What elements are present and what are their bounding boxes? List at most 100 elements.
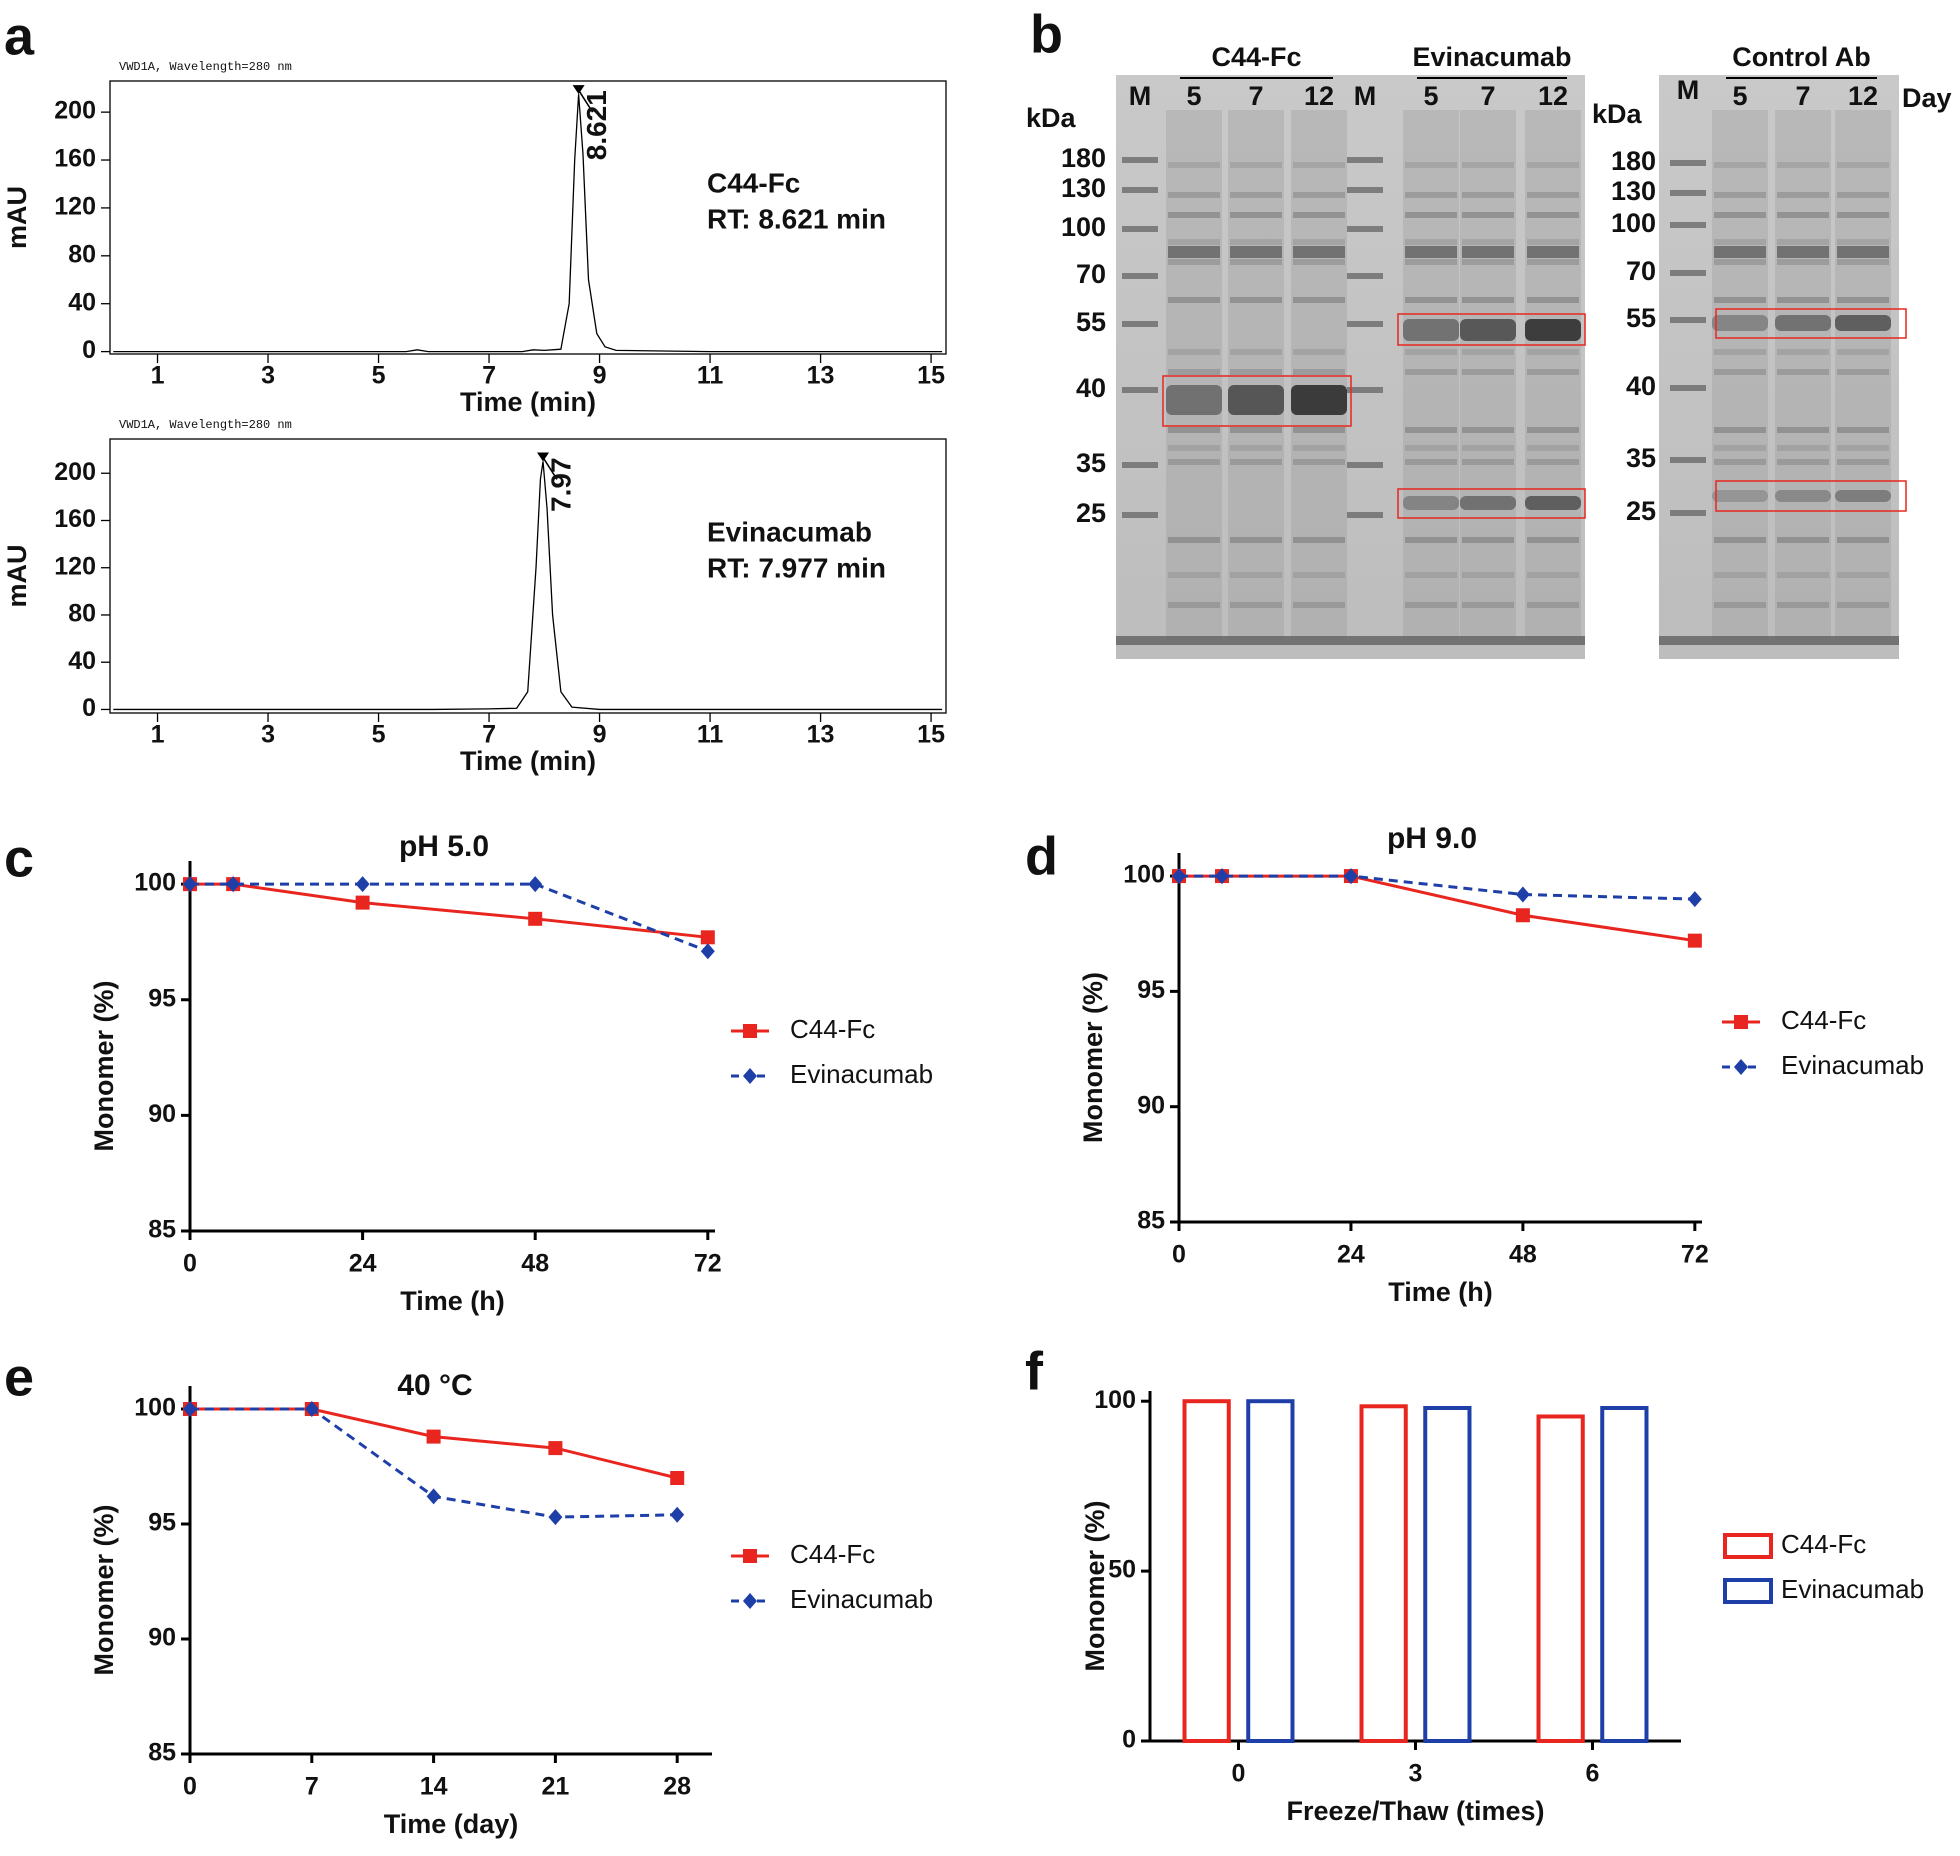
annotation: Evinacumab (707, 516, 872, 547)
marker-band (1347, 462, 1383, 468)
marker-band (1347, 157, 1383, 163)
lane-band (1462, 572, 1514, 578)
y-axis-label: Monomer (%) (89, 1505, 119, 1676)
panel-label: d (1025, 826, 1058, 886)
marker-size: 130 (1611, 176, 1656, 206)
lane-band (1714, 369, 1766, 375)
legend-label: C44-Fc (1781, 1005, 1866, 1035)
lane-band (1527, 537, 1579, 543)
data-line (113, 461, 943, 711)
y-tick-label: 85 (148, 1739, 176, 1767)
marker-band (1122, 273, 1158, 279)
lane-band (1230, 572, 1282, 578)
lane-smear (1291, 110, 1347, 640)
panel-label: a (4, 6, 35, 66)
lane-band (1837, 537, 1889, 543)
lane-band (1405, 297, 1457, 303)
lane-band (1777, 259, 1829, 265)
x-tick-label: 7 (305, 1773, 319, 1801)
lane-band (1230, 192, 1282, 198)
marker-band (1670, 457, 1706, 463)
lane-band (1777, 537, 1829, 543)
peak-marker (572, 85, 585, 95)
marker (1214, 868, 1229, 885)
y-tick-label: 95 (148, 1509, 176, 1537)
lane-band (1230, 602, 1282, 608)
x-tick-label: 13 (807, 721, 835, 749)
lane-band (1527, 192, 1579, 198)
y-tick-label: 40 (68, 647, 96, 675)
x-tick-label: 7 (482, 362, 496, 390)
lane-band (1462, 369, 1514, 375)
lane-band (1714, 427, 1766, 433)
lane-band (1837, 369, 1889, 375)
marker-size: 35 (1076, 448, 1106, 478)
marker (183, 1401, 197, 1417)
lane-band (1405, 369, 1457, 375)
marker-band (1670, 385, 1706, 391)
strong-band (1228, 385, 1284, 415)
lane-smear (1228, 110, 1284, 640)
lane-band (1230, 349, 1282, 355)
lane-band (1230, 427, 1282, 433)
lane-band (1714, 537, 1766, 543)
legend-label: C44-Fc (1781, 1529, 1866, 1559)
y-tick-label: 90 (148, 1624, 176, 1652)
lane-band (1837, 427, 1889, 433)
marker-band (1670, 270, 1706, 276)
lane-band (1230, 445, 1282, 451)
lane-label: 5 (1732, 81, 1747, 111)
marker-size: 180 (1611, 146, 1656, 176)
lane-smear (1525, 110, 1581, 640)
marker (548, 1441, 563, 1456)
chart-title: pH 5.0 (399, 830, 489, 863)
legend-marker (1734, 1015, 1748, 1029)
x-tick-label: 72 (1681, 1241, 1709, 1269)
lane-band (1230, 537, 1282, 543)
marker (426, 1488, 441, 1505)
lane-band (1837, 162, 1889, 168)
marker-size: 40 (1626, 371, 1656, 401)
lane-band (1293, 459, 1345, 465)
lane-band (1293, 297, 1345, 303)
strong-band (1403, 319, 1459, 341)
x-tick-label: 13 (807, 362, 835, 390)
x-axis-label: Time (h) (400, 1286, 505, 1316)
marker-band (1122, 321, 1158, 327)
lane-band (1714, 459, 1766, 465)
marker-band (1122, 226, 1158, 232)
marker-band (1122, 387, 1158, 393)
lane-band (1777, 459, 1829, 465)
panel-label: b (1030, 4, 1063, 64)
unit-label: kDa (1592, 99, 1643, 129)
marker-band (1670, 510, 1706, 516)
lane-band (1230, 212, 1282, 218)
y-tick-label: 0 (82, 694, 96, 722)
marker (304, 1401, 319, 1417)
y-tick-label: 40 (68, 288, 96, 316)
x-tick-label: 21 (541, 1773, 569, 1801)
lane-label: 7 (1248, 81, 1263, 111)
marker-size: 25 (1626, 496, 1656, 526)
marker-lane-label: M (1129, 81, 1152, 111)
marker-band (1347, 387, 1383, 393)
lane-band (1527, 369, 1579, 375)
marker-band (1122, 512, 1158, 518)
x-tick-label: 9 (593, 362, 607, 390)
group-label: Control Ab (1732, 42, 1870, 72)
lane-band (1462, 445, 1514, 451)
lane-band (1168, 369, 1220, 375)
lane-band (1462, 537, 1514, 543)
strong-band (1712, 315, 1768, 331)
lane-band (1168, 259, 1220, 265)
group-label: C44-Fc (1211, 42, 1301, 72)
x-axis-label: Freeze/Thaw (times) (1286, 1796, 1544, 1826)
lane-label: 5 (1423, 81, 1438, 111)
chart-title: 40 °C (397, 1369, 472, 1402)
lane-band (1777, 349, 1829, 355)
marker-band (1122, 157, 1158, 163)
lane-band (1405, 162, 1457, 168)
lane-band (1293, 572, 1345, 578)
x-axis-label: Time (min) (460, 387, 596, 417)
y-tick-label: 85 (1137, 1207, 1165, 1235)
